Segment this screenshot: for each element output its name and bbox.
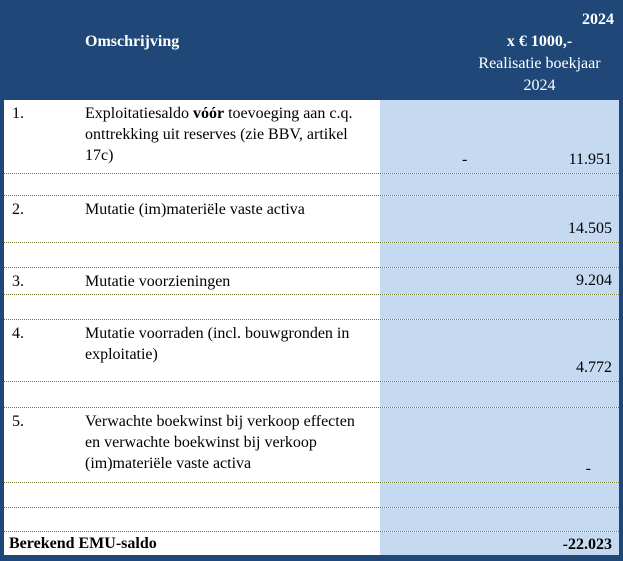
- row-value-cell: 4.772: [380, 320, 619, 381]
- spacer-left: [4, 382, 380, 407]
- row-value-cell: -: [380, 408, 619, 482]
- footer-value: -22.023: [562, 535, 612, 553]
- spacer-left: [4, 243, 380, 267]
- row-description-suffix: toevoeging aan c.q. onttrekking uit rese…: [85, 105, 353, 164]
- spacer-left: [4, 508, 380, 531]
- header-description-cell: Omschrijving: [4, 4, 380, 100]
- spacer-left: [4, 483, 380, 507]
- spacer-left: [4, 295, 380, 319]
- spacer-row: [4, 174, 619, 196]
- row-number: 4.: [12, 325, 24, 342]
- spacer-row: [4, 483, 619, 508]
- row-value: 9.204: [576, 272, 612, 289]
- header-unit-label: x € 1000,-: [506, 33, 573, 50]
- spacer-row: [4, 382, 619, 408]
- row-value-cell: 9.204: [380, 268, 619, 294]
- spacer-row: [4, 243, 619, 268]
- spacer-left: [4, 174, 380, 195]
- header-description-label: Omschrijving: [85, 33, 180, 50]
- table-row-2: 2. Mutatie (im)materiële vaste activa 14…: [4, 196, 619, 243]
- table-row-5: 5. Verwachte boekwinst bij verkoop effec…: [4, 408, 619, 483]
- spacer-right: [380, 508, 619, 531]
- row-value: -: [585, 460, 591, 477]
- spacer-right: [380, 295, 619, 319]
- table-row-1: 1. Exploitatiesaldo vóór toevoeging aan …: [4, 100, 619, 174]
- row-number: 1.: [12, 105, 24, 122]
- row-value: 4.772: [576, 359, 612, 376]
- spacer-row: [4, 508, 619, 532]
- row-description: Verwachte boekwinst bij verkoop effecten…: [85, 413, 355, 472]
- row-value: 14.505: [568, 220, 612, 237]
- header-period-line1: Realisatie boekjaar: [478, 55, 601, 72]
- row-description: Mutatie voorraden (incl. bouwgronden in …: [85, 325, 350, 363]
- footer-value-cell: -22.023: [380, 532, 619, 555]
- row-description-prefix: Exploitatiesaldo: [85, 105, 193, 122]
- row-description: Mutatie (im)materiële vaste activa: [85, 201, 305, 218]
- row-number: 2.: [12, 201, 24, 218]
- row-value-sign: -: [462, 151, 468, 168]
- spacer-right: [380, 243, 619, 267]
- row-value: 11.951: [568, 151, 612, 168]
- header-value-cell: 2024 x € 1000,- Realisatie boekjaar 2024: [380, 4, 619, 100]
- row-description: Exploitatiesaldo vóór toevoeging aan c.q…: [85, 100, 380, 173]
- spacer-right: [380, 483, 619, 507]
- spacer-right: [380, 382, 619, 407]
- spacer-row: [4, 295, 619, 320]
- spacer-right: [380, 174, 619, 195]
- row-value-cell: - 11.951: [380, 100, 619, 173]
- table-footer-row: Berekend EMU-saldo -22.023: [4, 532, 619, 555]
- table-row-3: 3. Mutatie voorzieningen 9.204: [4, 268, 619, 295]
- row-number: 5.: [12, 413, 24, 430]
- row-number: 3.: [12, 273, 24, 290]
- table-row-4: 4. Mutatie voorraden (incl. bouwgronden …: [4, 320, 619, 382]
- table-header: Omschrijving 2024 x € 1000,- Realisatie …: [4, 4, 619, 100]
- header-period-line2: 2024: [523, 77, 556, 94]
- row-description: Mutatie voorzieningen: [85, 273, 231, 290]
- header-year-label: 2024: [582, 11, 614, 28]
- row-description-bold: vóór: [192, 105, 225, 122]
- row-value-cell: 14.505: [380, 196, 619, 242]
- footer-label: Berekend EMU-saldo: [9, 535, 157, 552]
